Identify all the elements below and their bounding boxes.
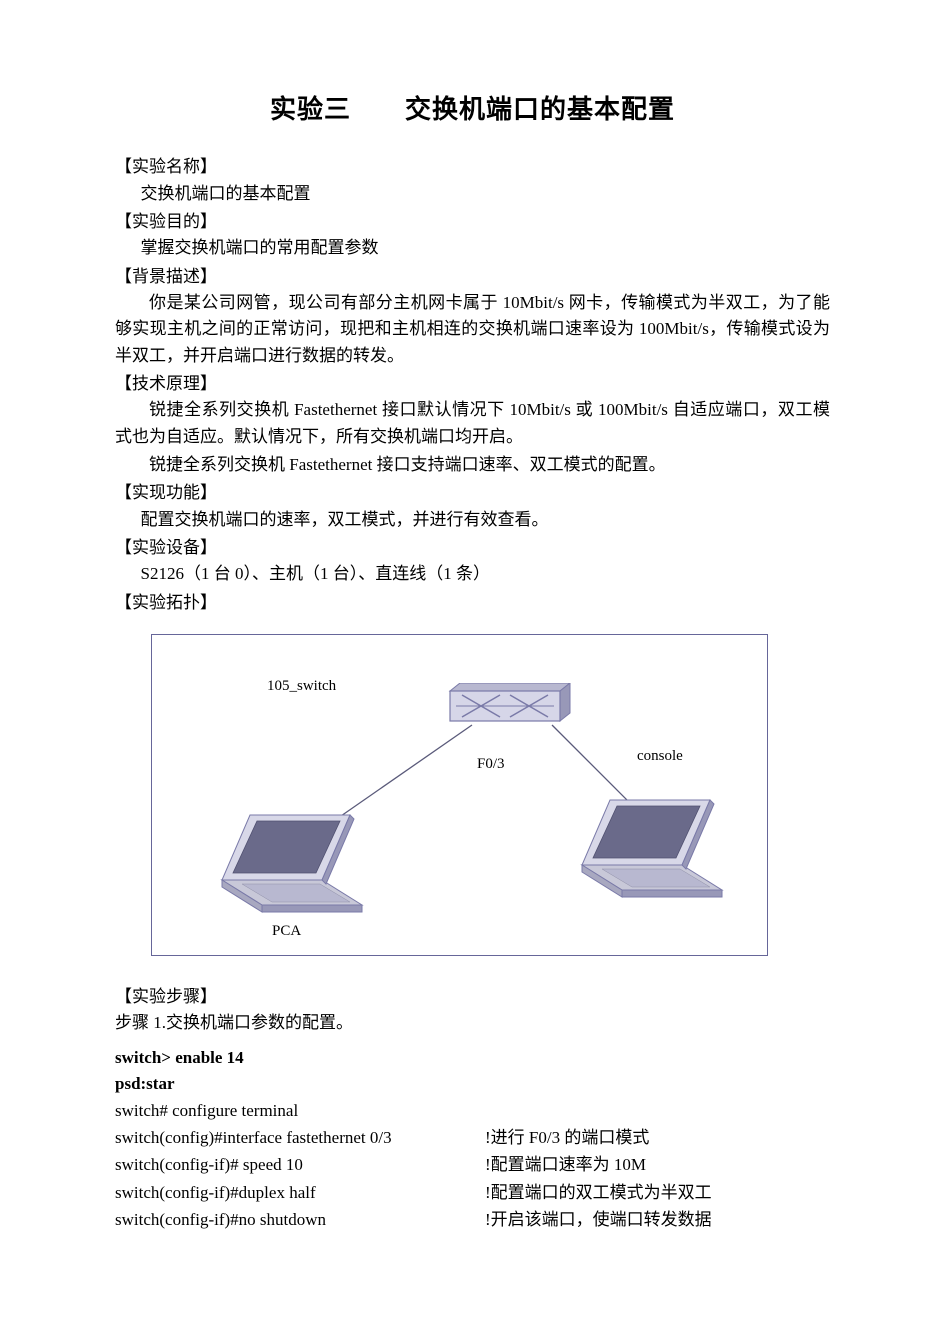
topology-diagram: 105_switch: [151, 634, 830, 956]
page-title: 实验三 交换机端口的基本配置: [115, 90, 830, 130]
cmd-7-right: !开启该端口，使端口转发数据: [485, 1207, 830, 1233]
section-head-name: 【实验名称】: [115, 154, 830, 180]
cmd-row-4: switch(config)#interface fastethernet 0/…: [115, 1125, 830, 1151]
section-body-goal: 掌握交换机端口的常用配置参数: [115, 235, 830, 261]
console-label: console: [637, 745, 683, 768]
cmd-row-7: switch(config-if)#no shutdown !开启该端口，使端口…: [115, 1207, 830, 1233]
cmd-5-right: !配置端口速率为 10M: [485, 1152, 830, 1178]
laptop-pca-icon: [212, 810, 362, 905]
laptop-console-icon: [572, 795, 722, 890]
cmd-line-2: psd:star: [115, 1071, 830, 1097]
cmd-line-1: switch> enable 14: [115, 1045, 830, 1071]
section-head-function: 【实现功能】: [115, 480, 830, 506]
cmd-6-left: switch(config-if)#duplex half: [115, 1180, 485, 1206]
document-page: 实验三 交换机端口的基本配置 【实验名称】 交换机端口的基本配置 【实验目的】 …: [0, 0, 945, 1294]
cmd-5-left: switch(config-if)# speed 10: [115, 1152, 485, 1178]
switch-icon: [442, 683, 572, 721]
section-head-background: 【背景描述】: [115, 264, 830, 290]
section-body-background: 你是某公司网管，现公司有部分主机网卡属于 10Mbit/s 网卡，传输模式为半双…: [115, 290, 830, 369]
section-body-name: 交换机端口的基本配置: [115, 181, 830, 207]
cmd-row-6: switch(config-if)#duplex half !配置端口的双工模式…: [115, 1180, 830, 1206]
command-block: switch> enable 14 psd:star switch# confi…: [115, 1045, 830, 1233]
section-body-principle-p2: 锐捷全系列交换机 Fastethernet 接口支持端口速率、双工模式的配置。: [115, 452, 830, 478]
section-body-equipment: S2126（1 台 0）、主机（1 台）、直连线（1 条）: [115, 561, 830, 587]
section-head-equipment: 【实验设备】: [115, 535, 830, 561]
cmd-6-right: !配置端口的双工模式为半双工: [485, 1180, 830, 1206]
pca-label: PCA: [272, 920, 301, 943]
step-1-title: 步骤 1.交换机端口参数的配置。: [115, 1010, 830, 1036]
cmd-line-3: switch# configure terminal: [115, 1098, 830, 1124]
cmd-4-left: switch(config)#interface fastethernet 0/…: [115, 1125, 485, 1151]
switch-label: 105_switch: [267, 675, 336, 698]
section-body-principle-p1: 锐捷全系列交换机 Fastethernet 接口默认情况下 10Mbit/s 或…: [115, 397, 830, 450]
section-head-steps: 【实验步骤】: [115, 984, 830, 1010]
section-head-goal: 【实验目的】: [115, 209, 830, 235]
diagram-frame: 105_switch: [151, 634, 768, 956]
section-head-principle: 【技术原理】: [115, 371, 830, 397]
section-body-function: 配置交换机端口的速率，双工模式，并进行有效查看。: [115, 507, 830, 533]
port-label: F0/3: [477, 753, 505, 776]
cmd-row-5: switch(config-if)# speed 10 !配置端口速率为 10M: [115, 1152, 830, 1178]
section-head-topology: 【实验拓扑】: [115, 590, 830, 616]
cmd-4-right: !进行 F0/3 的端口模式: [485, 1125, 830, 1151]
cmd-7-left: switch(config-if)#no shutdown: [115, 1207, 485, 1233]
